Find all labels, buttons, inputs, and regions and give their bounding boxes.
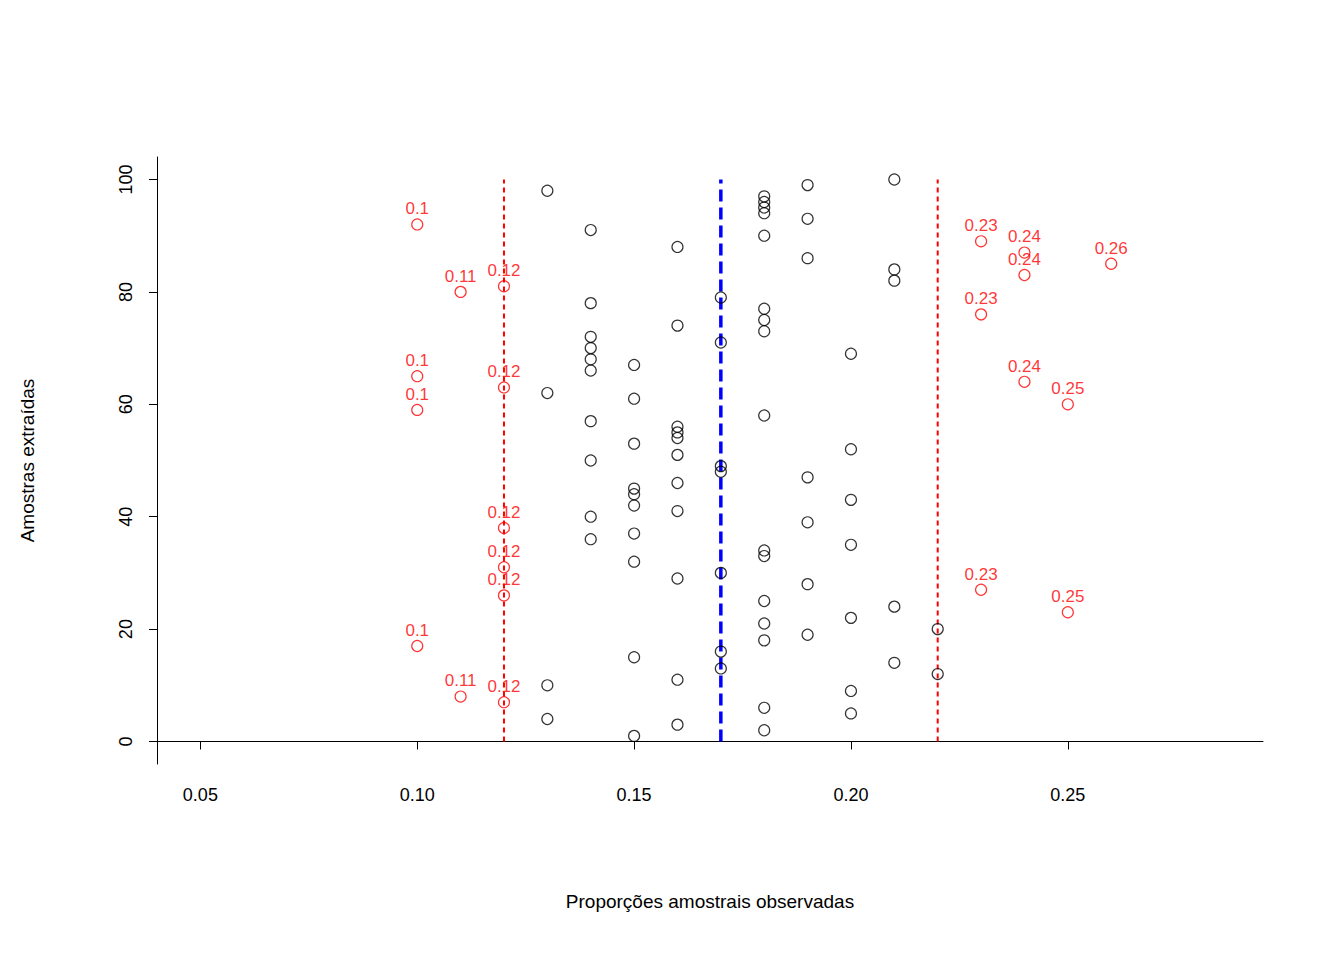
svg-text:0.1: 0.1 [405, 199, 429, 218]
svg-text:0.24: 0.24 [1008, 250, 1041, 269]
svg-text:0.24: 0.24 [1008, 357, 1041, 376]
svg-text:0.1: 0.1 [405, 385, 429, 404]
svg-text:0.12: 0.12 [487, 542, 520, 561]
svg-text:0.15: 0.15 [617, 785, 652, 805]
svg-text:0.1: 0.1 [405, 351, 429, 370]
svg-text:0.24: 0.24 [1008, 227, 1041, 246]
svg-text:0.11: 0.11 [445, 267, 477, 286]
svg-text:0.12: 0.12 [487, 503, 520, 522]
svg-text:0.25: 0.25 [1050, 785, 1085, 805]
svg-text:20: 20 [116, 619, 136, 639]
svg-text:Proporções amostrais observada: Proporções amostrais observadas [566, 891, 854, 912]
svg-text:0.12: 0.12 [487, 362, 520, 381]
svg-text:0.12: 0.12 [487, 261, 520, 280]
svg-text:0.10: 0.10 [400, 785, 435, 805]
svg-text:100: 100 [116, 164, 136, 194]
svg-text:0.11: 0.11 [445, 671, 477, 690]
svg-text:0.25: 0.25 [1051, 587, 1084, 606]
svg-text:80: 80 [116, 282, 136, 302]
svg-text:0.23: 0.23 [965, 216, 998, 235]
svg-text:0.05: 0.05 [183, 785, 218, 805]
svg-text:0.25: 0.25 [1051, 379, 1084, 398]
svg-text:Amostras extraídas: Amostras extraídas [17, 379, 38, 543]
svg-text:0.12: 0.12 [487, 677, 520, 696]
svg-text:0.26: 0.26 [1095, 239, 1128, 258]
svg-text:0.23: 0.23 [965, 289, 998, 308]
svg-text:0.20: 0.20 [833, 785, 868, 805]
svg-text:40: 40 [116, 507, 136, 527]
svg-text:60: 60 [116, 394, 136, 414]
svg-text:0.1: 0.1 [405, 621, 429, 640]
svg-text:0: 0 [116, 737, 136, 747]
svg-text:0.23: 0.23 [965, 565, 998, 584]
svg-text:0.12: 0.12 [487, 570, 520, 589]
